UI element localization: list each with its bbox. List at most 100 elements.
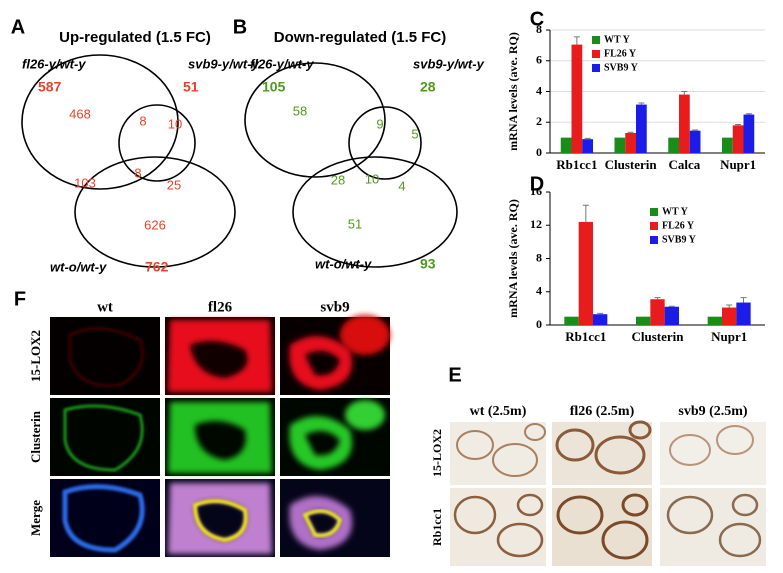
- legend-swatch: [592, 50, 600, 58]
- venn-b-circles: [244, 62, 458, 268]
- y-tick-label: 4: [536, 83, 542, 97]
- set-count: 762: [145, 259, 169, 275]
- panel-e-images: [450, 420, 766, 566]
- set-count: 51: [183, 79, 199, 95]
- error-bar: [627, 131, 634, 134]
- bar: [636, 104, 647, 153]
- error-bar: [582, 204, 589, 222]
- region-count: 28: [331, 172, 345, 187]
- y-tick-label: 0: [536, 317, 542, 331]
- region-count: 51: [348, 216, 362, 231]
- bar: [593, 314, 608, 325]
- x-tick-label: Nupr1: [711, 329, 747, 344]
- panel-letter: D: [530, 173, 544, 195]
- region-count: 8: [139, 113, 146, 128]
- venn-title: Down-regulated (1.5 FC): [274, 29, 447, 46]
- legend-label: WT Y: [662, 206, 689, 217]
- bar: [722, 137, 733, 153]
- bar: [736, 302, 751, 325]
- error-bar: [681, 91, 688, 95]
- error-bar: [584, 137, 591, 140]
- bar: [664, 306, 679, 325]
- bar: [560, 137, 572, 153]
- row-label: Clusterin: [28, 410, 43, 463]
- set-name: fl26-y/wt-y: [22, 56, 86, 71]
- x-tick-label: Clusterin: [605, 157, 658, 172]
- y-tick-label: 6: [536, 53, 542, 67]
- y-axis-label: mRNA levels (ave. RQ): [506, 32, 520, 151]
- legend-label: FL26 Y: [604, 48, 637, 59]
- legend-label: SVB9 Y: [662, 234, 697, 245]
- region-count: 8: [134, 165, 141, 180]
- error-bar: [726, 304, 733, 308]
- region-count: 4: [398, 178, 405, 193]
- panel-letter: E: [448, 364, 461, 386]
- set-name: wt-o/wt-y: [50, 259, 107, 274]
- set-name: wt-o/wt-y: [315, 256, 372, 271]
- column-label: wt: [97, 299, 113, 315]
- region-count: 103: [74, 175, 96, 190]
- column-label: svb9: [320, 299, 349, 315]
- bar: [636, 316, 651, 325]
- error-bar: [638, 102, 645, 105]
- bar: [578, 221, 593, 325]
- bar: [650, 299, 665, 325]
- legend-swatch: [650, 208, 658, 216]
- region-count: 626: [144, 217, 166, 232]
- row-label: Merge: [28, 500, 43, 536]
- column-label: fl26 (2.5m): [570, 404, 635, 419]
- legend-swatch: [650, 222, 658, 230]
- y-tick-label: 8: [536, 250, 542, 264]
- legend-swatch: [650, 236, 658, 244]
- y-axis-label: mRNA levels (ave. RQ): [506, 199, 520, 318]
- error-bar: [573, 36, 580, 45]
- bar: [743, 114, 755, 153]
- bar: [679, 94, 690, 153]
- bar: [668, 137, 679, 153]
- set-name: fl26-y/wt-y: [250, 56, 314, 71]
- row-label: 15-LOX2: [430, 429, 444, 477]
- region-count: 58: [293, 103, 307, 118]
- y-tick-label: 12: [530, 217, 542, 231]
- panel-letter: C: [530, 8, 544, 30]
- set-count: 105: [262, 79, 286, 95]
- set-count: 587: [38, 79, 62, 95]
- region-count: 10: [168, 116, 182, 131]
- legend-label: WT Y: [604, 34, 631, 45]
- x-tick-label: Clusterin: [632, 329, 685, 344]
- set-name: svb9-y/wt-y: [413, 56, 485, 71]
- y-tick-label: 16: [530, 184, 542, 198]
- column-label: svb9 (2.5m): [678, 404, 748, 419]
- bar: [625, 133, 636, 153]
- legend-label: SVB9 Y: [604, 62, 639, 73]
- column-label: wt (2.5m): [470, 404, 527, 419]
- error-bar: [654, 297, 661, 300]
- y-tick-label: 4: [536, 284, 542, 298]
- set-name: svb9-y/wt-y: [188, 56, 260, 71]
- legend-label: FL26 Y: [662, 220, 695, 231]
- bar: [732, 125, 744, 153]
- legend-swatch: [592, 64, 600, 72]
- y-tick-label: 2: [536, 114, 542, 128]
- legend-swatch: [592, 36, 600, 44]
- row-label: Rb1cc1: [430, 508, 444, 546]
- region-count: 468: [69, 106, 91, 121]
- region-count: 5: [411, 126, 418, 141]
- bar: [564, 316, 579, 325]
- x-tick-label: Rb1cc1: [565, 329, 606, 344]
- bar: [582, 139, 593, 153]
- region-count: 9: [376, 116, 383, 131]
- error-bar: [597, 312, 604, 315]
- bar: [614, 137, 626, 153]
- set-count: 28: [420, 79, 436, 95]
- y-tick-label: 8: [536, 22, 542, 36]
- error-bar: [740, 297, 747, 303]
- y-tick-label: 0: [536, 145, 542, 159]
- bar: [689, 130, 701, 153]
- venn-a-circles: [21, 54, 236, 268]
- bar: [707, 316, 722, 325]
- column-label: fl26: [208, 299, 233, 315]
- bar: [571, 44, 583, 154]
- venn-title: Up-regulated (1.5 FC): [59, 29, 211, 46]
- bar: [722, 307, 737, 325]
